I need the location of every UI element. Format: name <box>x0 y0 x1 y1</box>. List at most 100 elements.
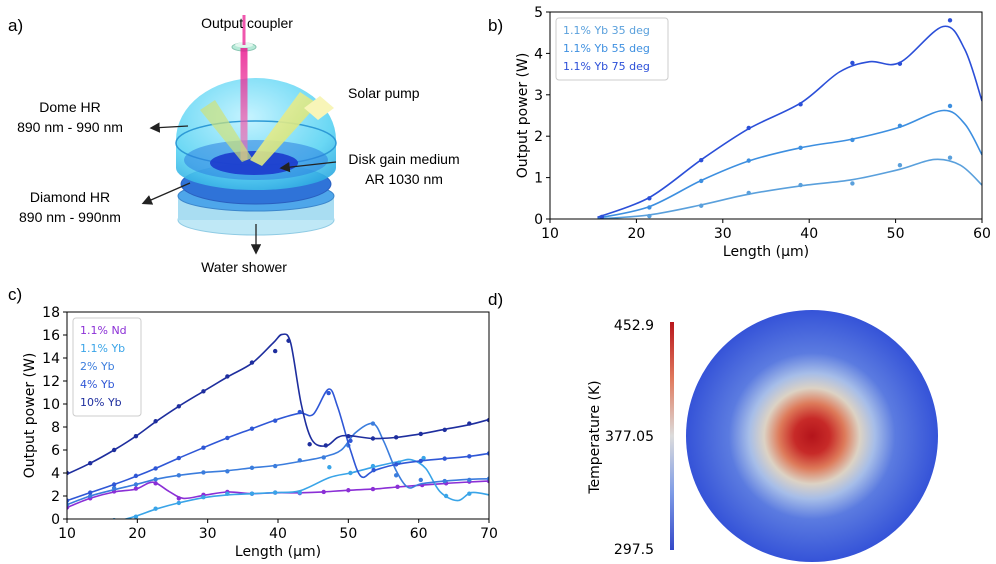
data-point-c-3-14 <box>393 462 399 467</box>
data-point-b-2-7 <box>947 18 953 23</box>
y-tick-label-c-4: 8 <box>51 420 60 436</box>
data-point-b-1-7 <box>947 103 953 109</box>
data-point-c-3-0 <box>67 498 70 503</box>
colorbar-tick-max: 452.9 <box>614 318 654 334</box>
x-tick-label-c-0: 10 <box>58 526 76 542</box>
legend-entry-c-3: 4% Yb <box>80 378 115 391</box>
y-tick-label-c-0: 0 <box>51 512 60 528</box>
x-tick-label-c-2: 30 <box>199 526 217 542</box>
data-point-c-2-6 <box>201 470 206 475</box>
data-point-c-2-2 <box>111 485 117 491</box>
data-point-c-4-6 <box>201 389 206 394</box>
data-point-c-3-15 <box>418 458 423 464</box>
data-point-c-2-10 <box>297 458 303 463</box>
data-point-c-3-5 <box>176 455 182 461</box>
legend-b: 1.1% Yb 35 deg 1.1% Yb 55 deg 1.1% Yb 75 d… <box>555 17 669 81</box>
data-point-c-1-4 <box>176 500 182 506</box>
reflected-pump-beam <box>200 100 252 162</box>
data-point-c-3-7 <box>225 435 230 441</box>
label-diamond-2: 890 nm - 990nm <box>19 209 121 225</box>
data-point-b-1-3 <box>746 158 751 163</box>
data-point-c-3-18 <box>486 451 489 456</box>
data-point-c-0-14 <box>395 484 400 489</box>
y-tick-label-b-2: 2 <box>534 129 543 145</box>
data-point-b-0-5 <box>850 181 855 186</box>
data-point-c-3-9 <box>272 418 278 423</box>
data-point-c-4-18 <box>467 421 472 426</box>
data-point-c-4-9 <box>272 348 278 354</box>
data-point-c-3-3 <box>133 473 139 479</box>
data-point-c-4-10 <box>286 338 291 343</box>
data-point-c-1-12 <box>370 463 376 469</box>
data-point-c-1-8 <box>272 490 278 495</box>
data-point-c-4-13 <box>346 434 351 439</box>
data-point-c-2-3 <box>133 482 139 487</box>
x-tick-label-b-0: 10 <box>541 226 559 242</box>
data-point-b-2-2 <box>699 158 704 163</box>
colorbar-tick-mid: 377.05 <box>605 429 654 445</box>
data-point-c-3-6 <box>201 445 206 450</box>
temperature-map <box>686 310 938 562</box>
solar-pump-source <box>304 96 334 120</box>
label-output-coupler: Output coupler <box>201 15 293 31</box>
y-tick-label-c-1: 2 <box>51 489 60 505</box>
data-point-c-3-4 <box>153 466 158 471</box>
series-line-b-2 <box>597 25 982 219</box>
data-point-c-2-16 <box>442 478 447 484</box>
legend-entry-b-0: 1.1% Yb 35 deg <box>563 24 650 37</box>
data-point-c-2-8 <box>249 465 255 471</box>
data-point-b-1-4 <box>798 145 803 150</box>
y-tick-label-b-0: 0 <box>534 212 543 228</box>
y-tick-label-b-1: 1 <box>534 171 543 187</box>
data-point-c-4-5 <box>176 404 182 409</box>
data-point-b-2-4 <box>798 102 803 107</box>
data-point-c-2-14 <box>393 473 399 478</box>
y-tick-label-c-3: 6 <box>51 443 60 459</box>
data-point-c-2-11 <box>321 455 326 460</box>
data-point-c-4-17 <box>442 427 447 433</box>
x-tick-label-b-3: 40 <box>800 226 818 242</box>
data-point-c-0-11 <box>321 489 326 495</box>
legend-entry-b-2: 1.1% Yb 75 deg <box>563 60 650 73</box>
panel-label-a: a) <box>8 16 23 35</box>
x-tick-label-b-4: 50 <box>887 226 905 242</box>
x-tick-label-b-1: 20 <box>627 226 645 242</box>
data-point-c-3-1 <box>88 490 93 495</box>
data-point-b-2-0 <box>599 214 605 219</box>
colorbar-tick-min: 297.5 <box>614 542 654 558</box>
data-point-c-0-13 <box>370 486 376 492</box>
data-point-c-2-9 <box>272 463 278 469</box>
data-point-b-1-2 <box>699 178 704 184</box>
output-beam <box>240 48 248 160</box>
x-tick-label-c-1: 20 <box>128 526 146 542</box>
x-tick-label-b-5: 60 <box>973 226 991 242</box>
x-tick-label-b-2: 30 <box>714 226 732 242</box>
data-point-c-3-17 <box>467 454 472 459</box>
axes-frame-b <box>549 11 983 220</box>
y-tick-label-c-9: 18 <box>42 305 60 321</box>
data-point-b-2-1 <box>647 196 652 201</box>
data-point-b-2-6 <box>897 61 903 66</box>
data-point-c-4-14 <box>370 436 376 441</box>
data-point-c-4-11 <box>307 442 312 447</box>
data-point-c-4-2 <box>111 447 117 453</box>
data-point-c-1-9 <box>297 490 303 495</box>
y-tick-label-c-7: 14 <box>42 351 60 367</box>
data-point-b-2-3 <box>746 125 751 131</box>
diamond-hr-arrow <box>141 182 191 205</box>
data-point-c-0-3 <box>133 486 139 491</box>
panel-a-schematic: a) Output coupler Solar pump Dome HR 890… <box>8 15 460 275</box>
dome-hr-arrow <box>149 122 189 133</box>
output-beam-top <box>242 15 246 45</box>
series-line-c-2 <box>67 422 489 506</box>
label-dome-hr-2: 890 nm - 990 nm <box>17 119 123 135</box>
data-point-c-4-12 <box>323 443 329 448</box>
data-point-c-4-4 <box>153 419 158 424</box>
data-point-c-1-11 <box>348 470 353 476</box>
panel-label-d: d) <box>488 290 503 309</box>
legend-entry-b-1: 1.1% Yb 55 deg <box>563 42 650 55</box>
data-point-b-1-5 <box>850 137 855 143</box>
data-point-c-1-3 <box>153 506 158 511</box>
series-line-b-1 <box>597 109 982 219</box>
